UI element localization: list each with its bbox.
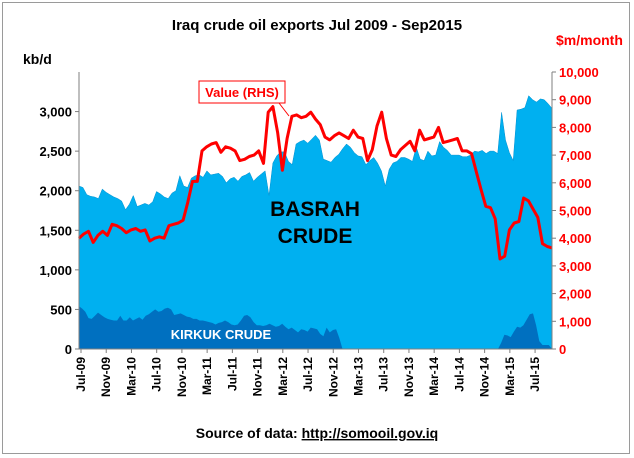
kirkuk-label: KIRKUK CRUDE — [171, 327, 272, 342]
right-tick-label: 6,000 — [559, 176, 592, 191]
legend-box — [198, 80, 286, 104]
x-tick-label: Jul-10 — [150, 357, 164, 392]
chart-frame: Iraq crude oil exports Jul 2009 - Sep201… — [2, 2, 630, 454]
left-tick-label: 3,000 — [39, 105, 72, 120]
right-tick-label: 2,000 — [559, 287, 592, 302]
x-tick-label: Nov-11 — [251, 357, 265, 397]
x-tick-label: Jul-09 — [74, 357, 88, 392]
source-prefix: Source of data: — [196, 425, 302, 441]
area-series — [78, 95, 553, 350]
x-tick-label: Nov-10 — [175, 357, 189, 397]
right-tick-label: 1,000 — [559, 314, 592, 329]
right-tick-label: 9,000 — [559, 93, 592, 108]
legend-value-label: Value (RHS) — [205, 85, 279, 100]
x-tick-label: Jul-15 — [528, 357, 542, 392]
x-tick-label: Jul-13 — [377, 357, 391, 392]
legend-pointer — [278, 102, 290, 117]
right-axis-unit: $m/month — [556, 32, 623, 48]
source-note: Source of data: http://somooil.gov.iq — [196, 425, 438, 441]
right-tick-label: 3,000 — [559, 259, 592, 274]
value-line — [78, 105, 553, 261]
left-tick-label: 1,000 — [39, 263, 72, 278]
left-tick-label: 2,000 — [39, 184, 72, 199]
x-tick-label: Mar-10 — [124, 357, 138, 396]
x-tick-label: Nov-14 — [478, 357, 492, 397]
x-tick-label: Nov-13 — [402, 357, 416, 397]
x-axis-ticks: Jul-09 Nov-09 Mar-10 Jul-10 Nov-10 Mar-11 Jul-… — [74, 349, 542, 397]
right-tick-label: 5,000 — [559, 204, 592, 219]
x-tick-label: Mar-11 — [200, 357, 214, 395]
x-tick-label: Mar-12 — [276, 357, 290, 396]
x-tick-label: Mar-14 — [427, 357, 441, 396]
basrah-area — [78, 95, 553, 350]
source-link[interactable]: http://somooil.gov.iq — [302, 425, 439, 441]
x-tick-label: Jul-14 — [452, 357, 466, 392]
left-tick-label: 1,500 — [39, 223, 72, 238]
left-tick-label: 500 — [50, 302, 72, 317]
left-axis-unit: kb/d — [23, 51, 52, 67]
chart: Iraq crude oil exports Jul 2009 - Sep201… — [23, 17, 623, 441]
x-tick-label: Nov-09 — [99, 357, 113, 397]
left-tick-label: 2,500 — [39, 144, 72, 159]
chart-title: Iraq crude oil exports Jul 2009 - Sep201… — [172, 17, 462, 34]
right-tick-label: 0 — [559, 342, 566, 357]
right-axis-ticks: 0 1,000 2,000 3,000 4,000 5,000 6,000 7,000 8,00… — [552, 65, 599, 357]
legend: Value (RHS) — [198, 80, 290, 117]
x-tick-label: Mar-13 — [351, 357, 365, 396]
x-tick-label: Jul-11 — [225, 357, 239, 391]
right-tick-label: 8,000 — [559, 120, 592, 135]
right-tick-label: 4,000 — [559, 231, 592, 246]
left-tick-label: 0 — [65, 342, 72, 357]
left-axis-ticks: 0 500 1,000 1,500 2,000 2,500 3,000 — [39, 105, 79, 357]
x-tick-label: Mar-15 — [503, 357, 517, 396]
x-tick-label: Nov-12 — [326, 357, 340, 397]
basrah-label-line2: CRUDE — [278, 225, 353, 248]
kirkuk-area — [79, 306, 552, 349]
x-tick-label: Jul-12 — [301, 357, 315, 392]
right-tick-label: 10,000 — [559, 65, 599, 80]
value-line-series — [78, 105, 553, 261]
right-tick-label: 7,000 — [559, 148, 592, 163]
basrah-label-line1: BASRAH — [270, 198, 360, 221]
